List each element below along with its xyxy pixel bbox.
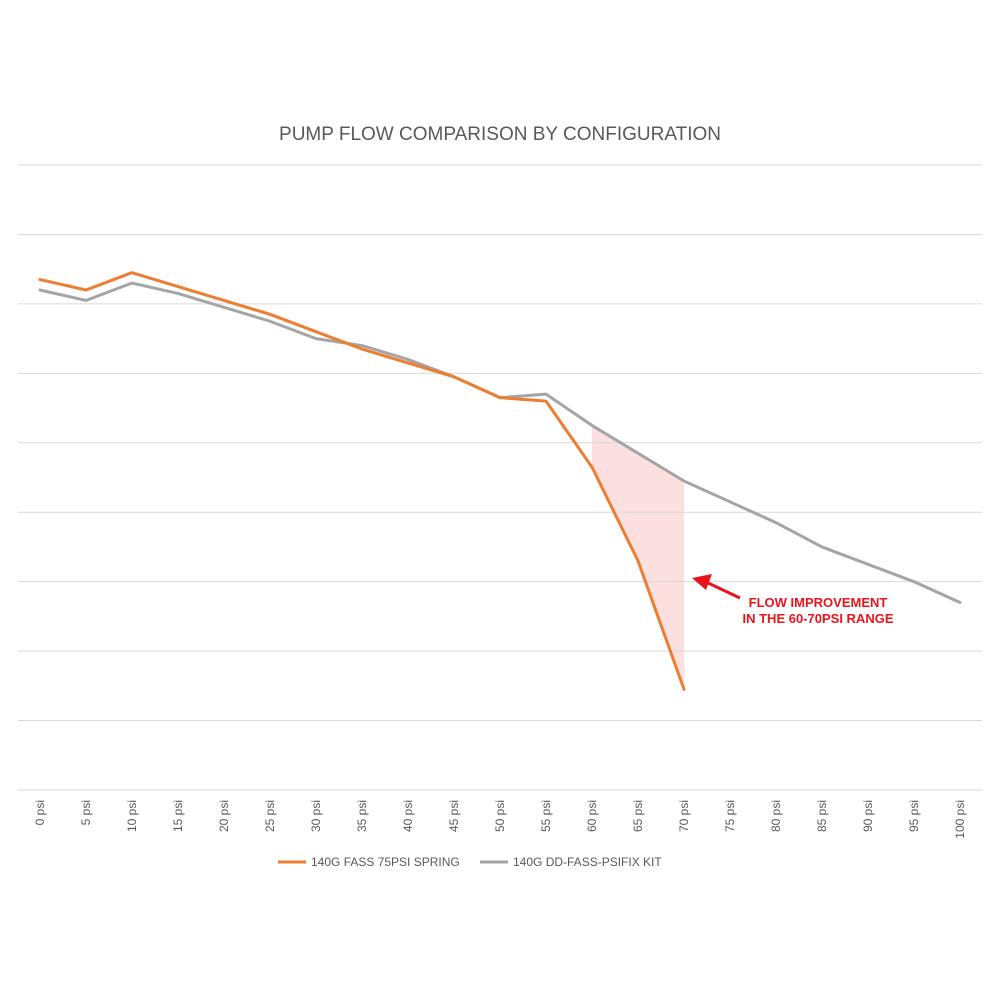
x-tick-label: 55 psi: [539, 800, 553, 832]
legend-label: 140G DD-FASS-PSIFIX KIT: [513, 855, 662, 869]
legend: 140G FASS 75PSI SPRING 140G DD-FASS-PSIFI…: [278, 855, 662, 869]
legend-label: 140G FASS 75PSI SPRING: [311, 855, 460, 869]
x-tick-label: 25 psi: [263, 800, 277, 832]
chart-title: PUMP FLOW COMPARISON BY CONFIGURATION: [279, 124, 721, 145]
x-tick-label: 80 psi: [769, 800, 783, 832]
x-axis-ticks: 0 psi 5 psi 10 psi 15 psi 20 psi 25 psi 30 psi…: [33, 800, 967, 839]
annotation-text: FLOW IMPROVEMENT: [749, 595, 888, 610]
x-tick-label: 50 psi: [493, 800, 507, 832]
x-tick-label: 35 psi: [355, 800, 369, 832]
x-tick-label: 75 psi: [723, 800, 737, 832]
annotation-arrow-shaft: [705, 580, 741, 600]
annotation-arrow-head: [692, 574, 712, 590]
x-tick-label: 85 psi: [815, 800, 829, 832]
x-tick-label: 65 psi: [631, 800, 645, 832]
x-tick-label: 0 psi: [33, 800, 47, 825]
annotation-text: IN THE 60-70PSI RANGE: [743, 611, 894, 626]
series-line-0: [38, 271, 686, 691]
x-tick-label: 30 psi: [309, 800, 323, 832]
x-tick-label: 90 psi: [861, 800, 875, 832]
x-tick-label: 45 psi: [447, 800, 461, 832]
gridlines: [18, 164, 982, 791]
x-tick-label: 70 psi: [677, 800, 691, 832]
x-tick-label: 5 psi: [79, 800, 93, 825]
x-tick-label: 60 psi: [585, 800, 599, 832]
x-tick-label: 10 psi: [125, 800, 139, 832]
x-tick-label: 40 psi: [401, 800, 415, 832]
x-tick-label: 15 psi: [171, 800, 185, 832]
series-layer: [38, 271, 962, 691]
x-tick-label: 95 psi: [907, 800, 921, 832]
x-tick-label: 20 psi: [217, 800, 231, 832]
x-tick-label: 100 psi: [953, 800, 967, 839]
